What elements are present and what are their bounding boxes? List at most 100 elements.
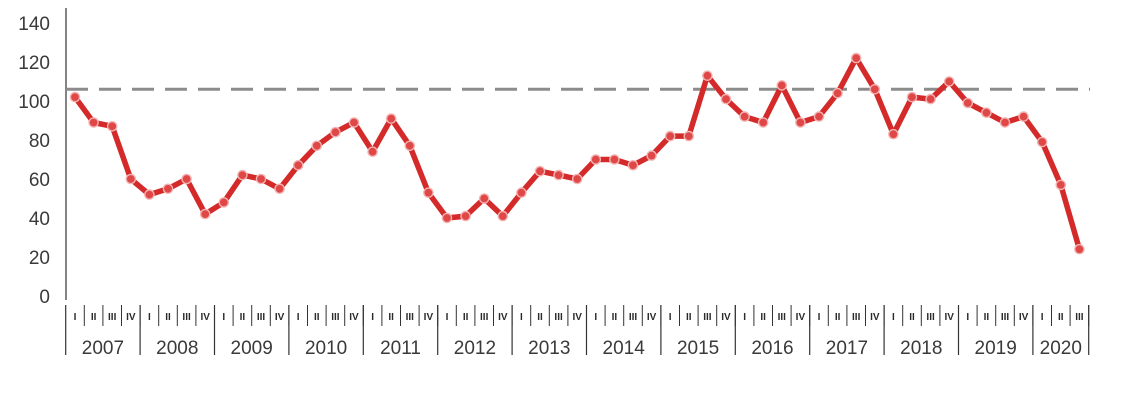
series-line — [72, 55, 1083, 252]
data-point — [850, 52, 862, 64]
y-tick-label: 0 — [39, 287, 50, 308]
quarter-label: I — [1041, 312, 1044, 323]
quarter-label: III — [554, 312, 563, 323]
quarter-label: III — [1001, 312, 1010, 323]
quarter-label: I — [966, 312, 969, 323]
data-point — [311, 140, 323, 152]
quarter-label: II — [612, 312, 618, 323]
y-tick-label: 80 — [29, 131, 50, 152]
data-point — [1074, 243, 1085, 255]
year-label: 2015 — [677, 338, 719, 359]
data-point — [367, 146, 378, 157]
quarter-label: II — [984, 312, 990, 323]
quarter-label: II — [686, 312, 692, 323]
quarter-label: II — [240, 312, 246, 323]
data-point — [832, 87, 843, 99]
data-point — [385, 113, 397, 124]
y-tick-label: 40 — [29, 209, 50, 230]
data-point — [646, 150, 657, 161]
quarter-label: II — [463, 312, 469, 323]
quarter-label: II — [165, 312, 171, 323]
quarter-label: IV — [498, 312, 508, 323]
quarter-label: I — [371, 312, 374, 323]
quarter-label: IV — [796, 312, 806, 323]
data-point — [441, 212, 453, 224]
data-point — [460, 210, 471, 222]
quarter-label: II — [314, 312, 320, 323]
data-point — [925, 93, 936, 105]
data-point — [664, 130, 676, 142]
data-point — [1036, 136, 1048, 148]
quarter-label: I — [669, 312, 672, 323]
quarter-label: IV — [200, 312, 210, 323]
quarter-label: IV — [870, 312, 880, 323]
quarter-label: II — [388, 312, 394, 323]
y-tick-label: 20 — [29, 248, 50, 269]
data-point — [69, 91, 81, 103]
quarter-label: I — [743, 312, 746, 323]
data-point — [330, 126, 341, 138]
quarter-label: III — [108, 312, 117, 323]
data-points — [69, 52, 1085, 255]
year-label: 2008 — [156, 338, 198, 359]
data-point — [144, 189, 155, 200]
quarter-label: II — [1058, 312, 1064, 323]
data-point — [943, 76, 955, 87]
quarter-label: I — [74, 312, 77, 323]
data-point — [237, 169, 248, 181]
data-point — [106, 121, 118, 132]
data-point — [981, 107, 992, 118]
data-point — [292, 159, 304, 171]
quarter-label: IV — [424, 312, 434, 323]
quarter-label: III — [406, 312, 415, 323]
quarter-label: III — [480, 312, 489, 323]
data-point — [348, 117, 360, 128]
quarter-label: III — [778, 312, 787, 323]
data-point — [88, 117, 99, 128]
quarter-label: III — [182, 312, 191, 323]
quarter-label: I — [892, 312, 895, 323]
data-point — [813, 111, 825, 122]
data-point — [423, 187, 434, 198]
year-label: 2012 — [454, 338, 496, 359]
quarter-label: I — [818, 312, 821, 323]
data-point — [757, 117, 769, 128]
year-label: 2007 — [82, 338, 124, 359]
quarter-label: III — [852, 312, 861, 323]
data-point — [571, 173, 583, 185]
quarter-label: III — [257, 312, 266, 323]
quarter-label: II — [760, 312, 766, 323]
quarter-label: IV — [126, 312, 136, 323]
data-point — [218, 197, 230, 208]
data-point — [274, 183, 285, 195]
data-point — [869, 84, 881, 95]
year-label: 2016 — [751, 338, 793, 359]
data-point — [609, 154, 620, 165]
quarter-label: IV — [721, 312, 731, 323]
data-point — [181, 173, 192, 185]
quarter-label: I — [222, 312, 225, 323]
y-tick-labels: 0 20 40 60 80 100 120 140 — [18, 14, 50, 308]
year-label: 2010 — [305, 338, 347, 359]
quarter-label: I — [446, 312, 449, 323]
year-label: 2017 — [826, 338, 868, 359]
y-tick-label: 100 — [18, 92, 50, 113]
quarter-label: IV — [944, 312, 954, 323]
data-point — [199, 208, 211, 220]
year-label: 2014 — [603, 338, 646, 359]
year-label: 2020 — [1040, 338, 1082, 359]
quarter-label: IV — [1019, 312, 1029, 323]
data-point — [534, 165, 546, 177]
year-label: 2013 — [528, 338, 570, 359]
data-point — [590, 154, 602, 165]
data-point — [795, 117, 806, 128]
quarter-label: III — [1075, 312, 1084, 323]
quarter-label: I — [148, 312, 151, 323]
y-tick-label: 140 — [18, 14, 50, 35]
year-label: 2011 — [380, 338, 421, 359]
quarter-label: II — [835, 312, 841, 323]
quarter-label: IV — [647, 312, 657, 323]
quarter-label: II — [537, 312, 543, 323]
